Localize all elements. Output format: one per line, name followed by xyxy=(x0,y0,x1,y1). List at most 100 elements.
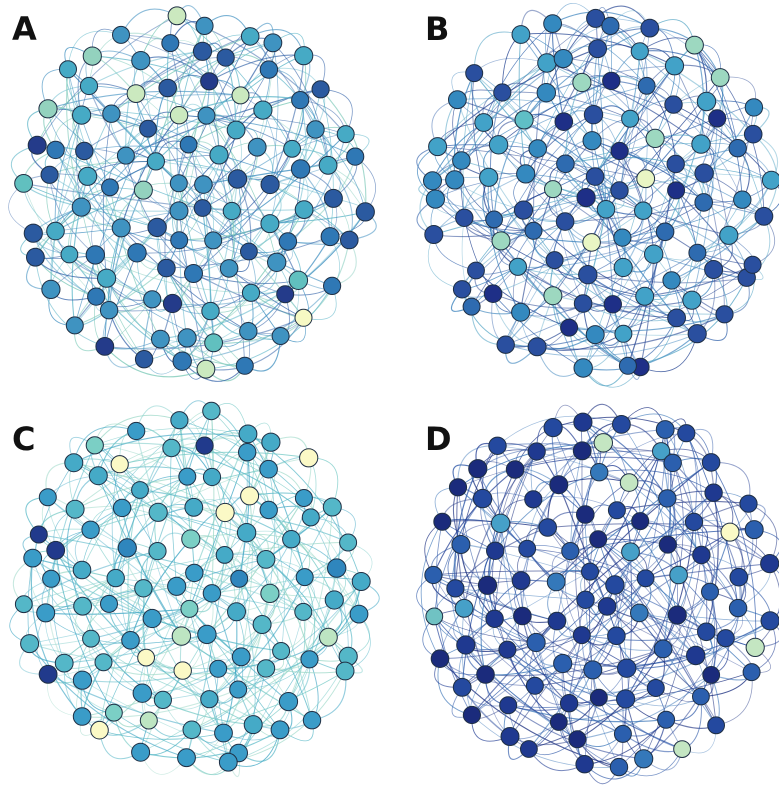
network-edge xyxy=(142,656,242,694)
network-node xyxy=(214,723,233,743)
network-node xyxy=(259,500,278,520)
network-edge xyxy=(494,618,600,698)
network-node xyxy=(621,542,640,562)
network-edge xyxy=(455,588,557,622)
network-node xyxy=(209,145,229,165)
network-edge xyxy=(181,532,248,637)
network-node xyxy=(290,159,311,179)
network-node xyxy=(148,502,168,522)
network-node xyxy=(170,231,189,250)
network-node xyxy=(493,83,512,102)
network-node xyxy=(553,653,573,674)
network-node xyxy=(71,197,91,217)
network-edge xyxy=(575,514,586,636)
network-edge xyxy=(34,257,105,347)
network-edge xyxy=(703,77,724,203)
network-edge xyxy=(222,593,271,734)
network-node xyxy=(270,720,290,740)
network-node xyxy=(462,297,481,316)
network-edge xyxy=(622,551,633,734)
network-edge xyxy=(223,581,362,734)
network-edge xyxy=(498,144,644,211)
network-edge xyxy=(705,492,719,632)
network-node xyxy=(485,210,503,229)
network-edge xyxy=(262,109,278,224)
network-node xyxy=(112,25,130,44)
network-node xyxy=(687,324,707,344)
network-edge xyxy=(520,188,554,313)
network-node xyxy=(630,603,649,623)
network-node xyxy=(524,490,543,509)
network-node xyxy=(576,590,595,610)
network-node xyxy=(568,730,587,749)
network-edge xyxy=(115,447,172,579)
network-node xyxy=(742,663,761,682)
network-node xyxy=(597,597,617,616)
network-edge xyxy=(457,99,646,180)
network-node xyxy=(485,609,504,629)
network-edge xyxy=(111,113,220,156)
network-node xyxy=(301,508,320,527)
network-node xyxy=(131,481,149,499)
network-edge xyxy=(508,687,656,708)
network-edge xyxy=(439,658,620,768)
network-node xyxy=(261,432,281,452)
network-edge xyxy=(505,252,698,346)
network-node xyxy=(72,105,92,125)
network-node xyxy=(29,525,48,544)
network-node xyxy=(172,351,192,371)
network-node xyxy=(227,602,246,622)
network-node xyxy=(288,270,309,290)
network-node xyxy=(132,683,153,703)
network-node xyxy=(300,650,319,669)
network-node xyxy=(23,548,43,568)
network-edge xyxy=(454,445,498,589)
network-node xyxy=(202,401,221,421)
network-node xyxy=(340,230,359,250)
network-node xyxy=(589,530,608,549)
network-node xyxy=(601,16,620,35)
network-node xyxy=(760,611,779,631)
network-node xyxy=(197,106,216,125)
network-node xyxy=(576,505,595,524)
network-edge xyxy=(465,644,578,740)
network-edge xyxy=(55,511,159,551)
network-node xyxy=(253,100,273,120)
network-node xyxy=(46,221,65,241)
network-node xyxy=(200,72,219,91)
network-node xyxy=(707,716,726,735)
network-edge xyxy=(694,44,743,200)
network-node xyxy=(733,190,752,209)
network-node xyxy=(483,284,503,304)
network-node xyxy=(209,659,228,678)
panel-b-nodes xyxy=(423,8,779,378)
network-edge xyxy=(181,635,313,721)
panel-a: A xyxy=(8,5,377,382)
network-node xyxy=(88,466,108,486)
network-node xyxy=(260,214,280,234)
network-edge xyxy=(268,509,346,672)
network-edge xyxy=(606,521,695,607)
network-node xyxy=(467,261,485,280)
network-node xyxy=(582,131,602,151)
network-node xyxy=(454,598,474,618)
network-edge xyxy=(166,87,180,241)
network-node xyxy=(322,497,342,517)
network-edge xyxy=(498,85,647,146)
panel-d-label: D xyxy=(425,420,452,458)
network-node xyxy=(451,535,471,554)
network-edge xyxy=(593,114,772,181)
network-node xyxy=(658,489,677,508)
network-node xyxy=(572,441,592,461)
network-edge xyxy=(521,615,627,669)
network-node xyxy=(645,128,665,148)
network-node xyxy=(701,582,719,601)
network-node xyxy=(167,6,187,26)
network-node xyxy=(121,631,140,650)
network-edge xyxy=(554,231,666,261)
network-edge xyxy=(130,578,240,641)
network-edge xyxy=(119,432,249,465)
network-edge xyxy=(489,92,503,220)
network-node xyxy=(677,424,696,443)
network-node xyxy=(295,568,314,587)
